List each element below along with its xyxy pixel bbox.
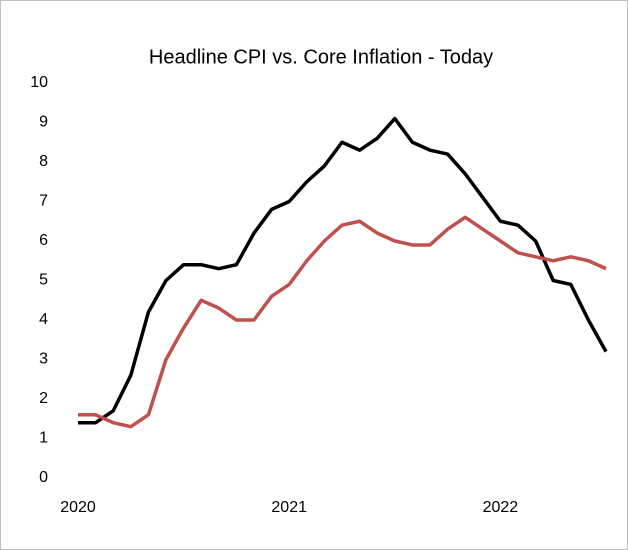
y-tick-label: 4 xyxy=(39,311,48,328)
y-tick-label: 2 xyxy=(39,390,48,407)
y-tick-label: 1 xyxy=(39,430,48,447)
y-tick-label: 0 xyxy=(39,469,48,486)
y-tick-label: 5 xyxy=(39,272,48,289)
y-tick-label: 8 xyxy=(39,153,48,170)
series-line xyxy=(78,116,608,425)
y-tick-label: 7 xyxy=(39,193,48,210)
chart-title: Headline CPI vs. Core Inflation - Today xyxy=(149,46,493,68)
series-line xyxy=(78,215,607,429)
y-tick-label: 10 xyxy=(30,74,48,91)
x-tick-label: 2022 xyxy=(483,499,519,516)
x-tick-label: 2020 xyxy=(60,499,96,516)
y-tick-label: 9 xyxy=(39,114,48,131)
y-tick-label: 6 xyxy=(39,232,48,249)
x-tick-label: 2021 xyxy=(271,499,307,516)
y-tick-label: 3 xyxy=(39,351,48,368)
